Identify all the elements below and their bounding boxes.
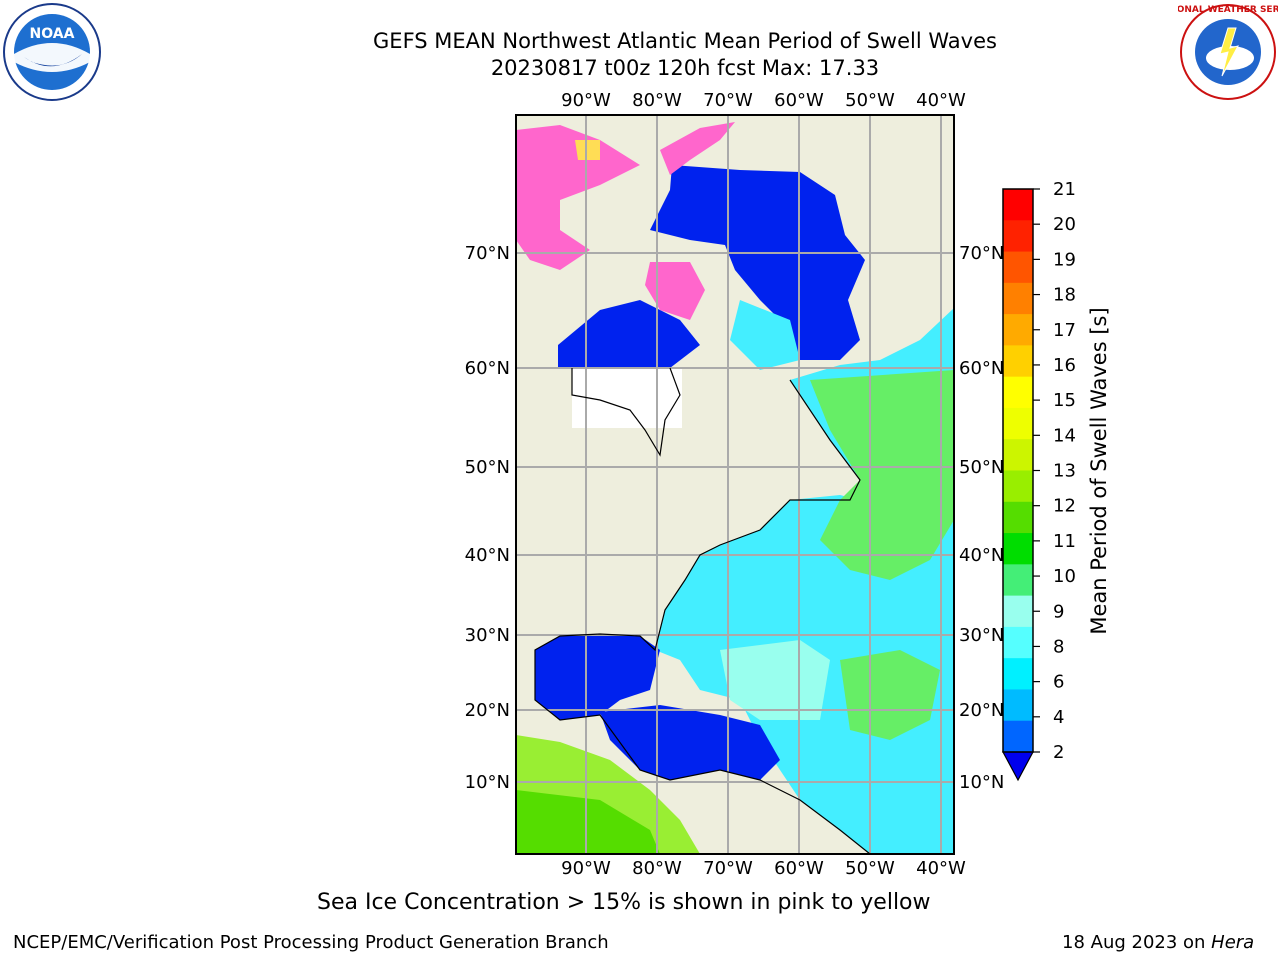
colorbar-tick-label: 4 — [1053, 707, 1064, 728]
sea-ice-foxe — [645, 262, 705, 320]
noaa-logo-text: NOAA — [30, 26, 75, 42]
colorbar-segment — [1003, 189, 1033, 221]
colorbar-segment — [1003, 720, 1033, 753]
colorbar-segment — [1003, 439, 1033, 471]
central-atlantic-long-period — [840, 650, 940, 740]
lon-labels-bottom: 90°W 80°W 70°W 60°W 50°W 40°W — [561, 858, 966, 879]
sea-ice-high-concentration — [575, 140, 600, 160]
colorbar — [1003, 189, 1033, 753]
chart-subtitle: 20230817 t00z 120h fcst Max: 17.33 — [490, 56, 880, 80]
lat-label-50n: 50°N — [465, 457, 510, 478]
colorbar-tick-label: 15 — [1053, 390, 1076, 411]
lon-label-90w-bottom: 90°W — [561, 858, 611, 879]
colorbar-segment — [1003, 376, 1033, 409]
colorbar-underflow-arrow — [1001, 751, 1035, 782]
lat-label-10n: 10°N — [465, 772, 510, 793]
south-america-field-inner — [516, 790, 660, 854]
caribbean-sea — [600, 705, 780, 780]
colorbar-label: Mean Period of Swell Waves [s] — [1087, 307, 1111, 634]
colorbar-segment — [1003, 251, 1033, 284]
coastline — [534, 379, 871, 854]
colorbar-tick-label: 16 — [1053, 355, 1076, 376]
lon-label-90w: 90°W — [561, 90, 611, 111]
lat-label-20n: 20°N — [465, 700, 510, 721]
colorbar-ticks: 21 20 19 18 17 16 15 14 13 12 11 10 9 8 6 4 2 — [1033, 179, 1076, 763]
lon-label-80w-bottom: 80°W — [632, 858, 682, 879]
lat-label-70n: 70°N — [465, 243, 510, 264]
nws-logo-text: NATIONAL WEATHER SERVICE — [1178, 5, 1278, 15]
colorbar-segment — [1003, 501, 1033, 534]
colorbar-tick-label: 19 — [1053, 249, 1076, 270]
colorbar-tick-label: 17 — [1053, 320, 1076, 341]
lon-label-50w-bottom: 50°W — [845, 858, 895, 879]
lon-label-80w: 80°W — [632, 90, 682, 111]
lat-label-60n: 60°N — [465, 358, 510, 379]
lat-label-70n-right: 70°N — [959, 243, 1004, 264]
gulf-of-mexico — [535, 634, 660, 720]
footer-host: Hera — [1211, 932, 1255, 953]
colorbar-tick-label: 18 — [1053, 285, 1076, 306]
lon-label-60w: 60°W — [774, 90, 824, 111]
map-frame — [515, 114, 955, 855]
nws-logo: NATIONAL WEATHER SERVICE — [1178, 4, 1278, 100]
map-field — [516, 115, 954, 854]
colorbar-segment — [1003, 564, 1033, 597]
footer-date: 18 Aug 2023 on Hera — [1062, 932, 1254, 953]
colorbar-segment — [1003, 658, 1033, 690]
hudson-coastline — [571, 367, 681, 457]
lon-label-70w-bottom: 70°W — [703, 858, 753, 879]
baffin-bay-ocean — [650, 165, 865, 360]
lat-label-40n-right: 40°N — [959, 545, 1004, 566]
lon-labels-top: 90°W 80°W 70°W 60°W 50°W 40°W — [561, 90, 966, 111]
labrador-sea-ocean — [730, 300, 800, 370]
sea-ice-west — [516, 125, 640, 270]
colorbar-segment — [1003, 345, 1033, 378]
lat-label-10n-right: 10°N — [959, 772, 1004, 793]
lat-label-60n-right: 60°N — [959, 358, 1004, 379]
colorbar-tick-label: 13 — [1053, 461, 1076, 482]
colorbar-segment — [1003, 407, 1033, 440]
colorbar-segment — [1003, 282, 1033, 315]
colorbar-tick-label: 8 — [1053, 636, 1064, 657]
lat-label-30n-right: 30°N — [959, 625, 1004, 646]
colorbar-tick-label: 9 — [1053, 601, 1064, 622]
colorbar-tick-label: 2 — [1053, 742, 1064, 763]
sargasso-band — [720, 640, 830, 720]
lat-label-20n-right: 20°N — [959, 700, 1004, 721]
lon-label-40w-bottom: 40°W — [916, 858, 966, 879]
colorbar-segment — [1003, 470, 1033, 503]
atlantic-long-period — [810, 370, 954, 580]
chart-title: GEFS MEAN Northwest Atlantic Mean Period… — [373, 29, 997, 53]
map-gridlines — [516, 115, 954, 854]
colorbar-tick-label: 14 — [1053, 425, 1076, 446]
footer-branch: NCEP/EMC/Verification Post Processing Pr… — [13, 932, 609, 953]
sea-ice-north — [660, 122, 735, 175]
colorbar-segment — [1003, 595, 1033, 628]
lat-label-50n-right: 50°N — [959, 457, 1004, 478]
lat-label-40n: 40°N — [465, 545, 510, 566]
colorbar-tick-label: 12 — [1053, 496, 1076, 517]
colorbar-tick-label: 10 — [1053, 566, 1076, 587]
lon-label-50w: 50°W — [845, 90, 895, 111]
lon-label-70w: 70°W — [703, 90, 753, 111]
lat-labels-right: 70°N 60°N 50°N 40°N 30°N 20°N 10°N — [959, 243, 1004, 793]
lat-labels-left: 70°N 60°N 50°N 40°N 30°N 20°N 10°N — [465, 243, 510, 793]
colorbar-segment — [1003, 533, 1033, 565]
hudson-bay-ocean — [558, 300, 700, 368]
colorbar-segment — [1003, 689, 1033, 722]
colorbar-segment — [1003, 220, 1033, 253]
colorbar-tick-label: 21 — [1053, 179, 1076, 200]
colorbar-segment — [1003, 626, 1033, 659]
colorbar-tick-label: 11 — [1053, 531, 1076, 552]
lat-label-30n: 30°N — [465, 625, 510, 646]
lon-label-40w: 40°W — [916, 90, 966, 111]
colorbar-tick-label: 20 — [1053, 214, 1076, 235]
noaa-logo: NOAA — [3, 3, 101, 101]
sea-ice-caption: Sea Ice Concentration > 15% is shown in … — [317, 890, 931, 915]
colorbar-segment — [1003, 314, 1033, 346]
footer-date-text: 18 Aug 2023 on — [1062, 932, 1212, 953]
lon-label-60w-bottom: 60°W — [774, 858, 824, 879]
colorbar-tick-label: 6 — [1053, 672, 1064, 693]
